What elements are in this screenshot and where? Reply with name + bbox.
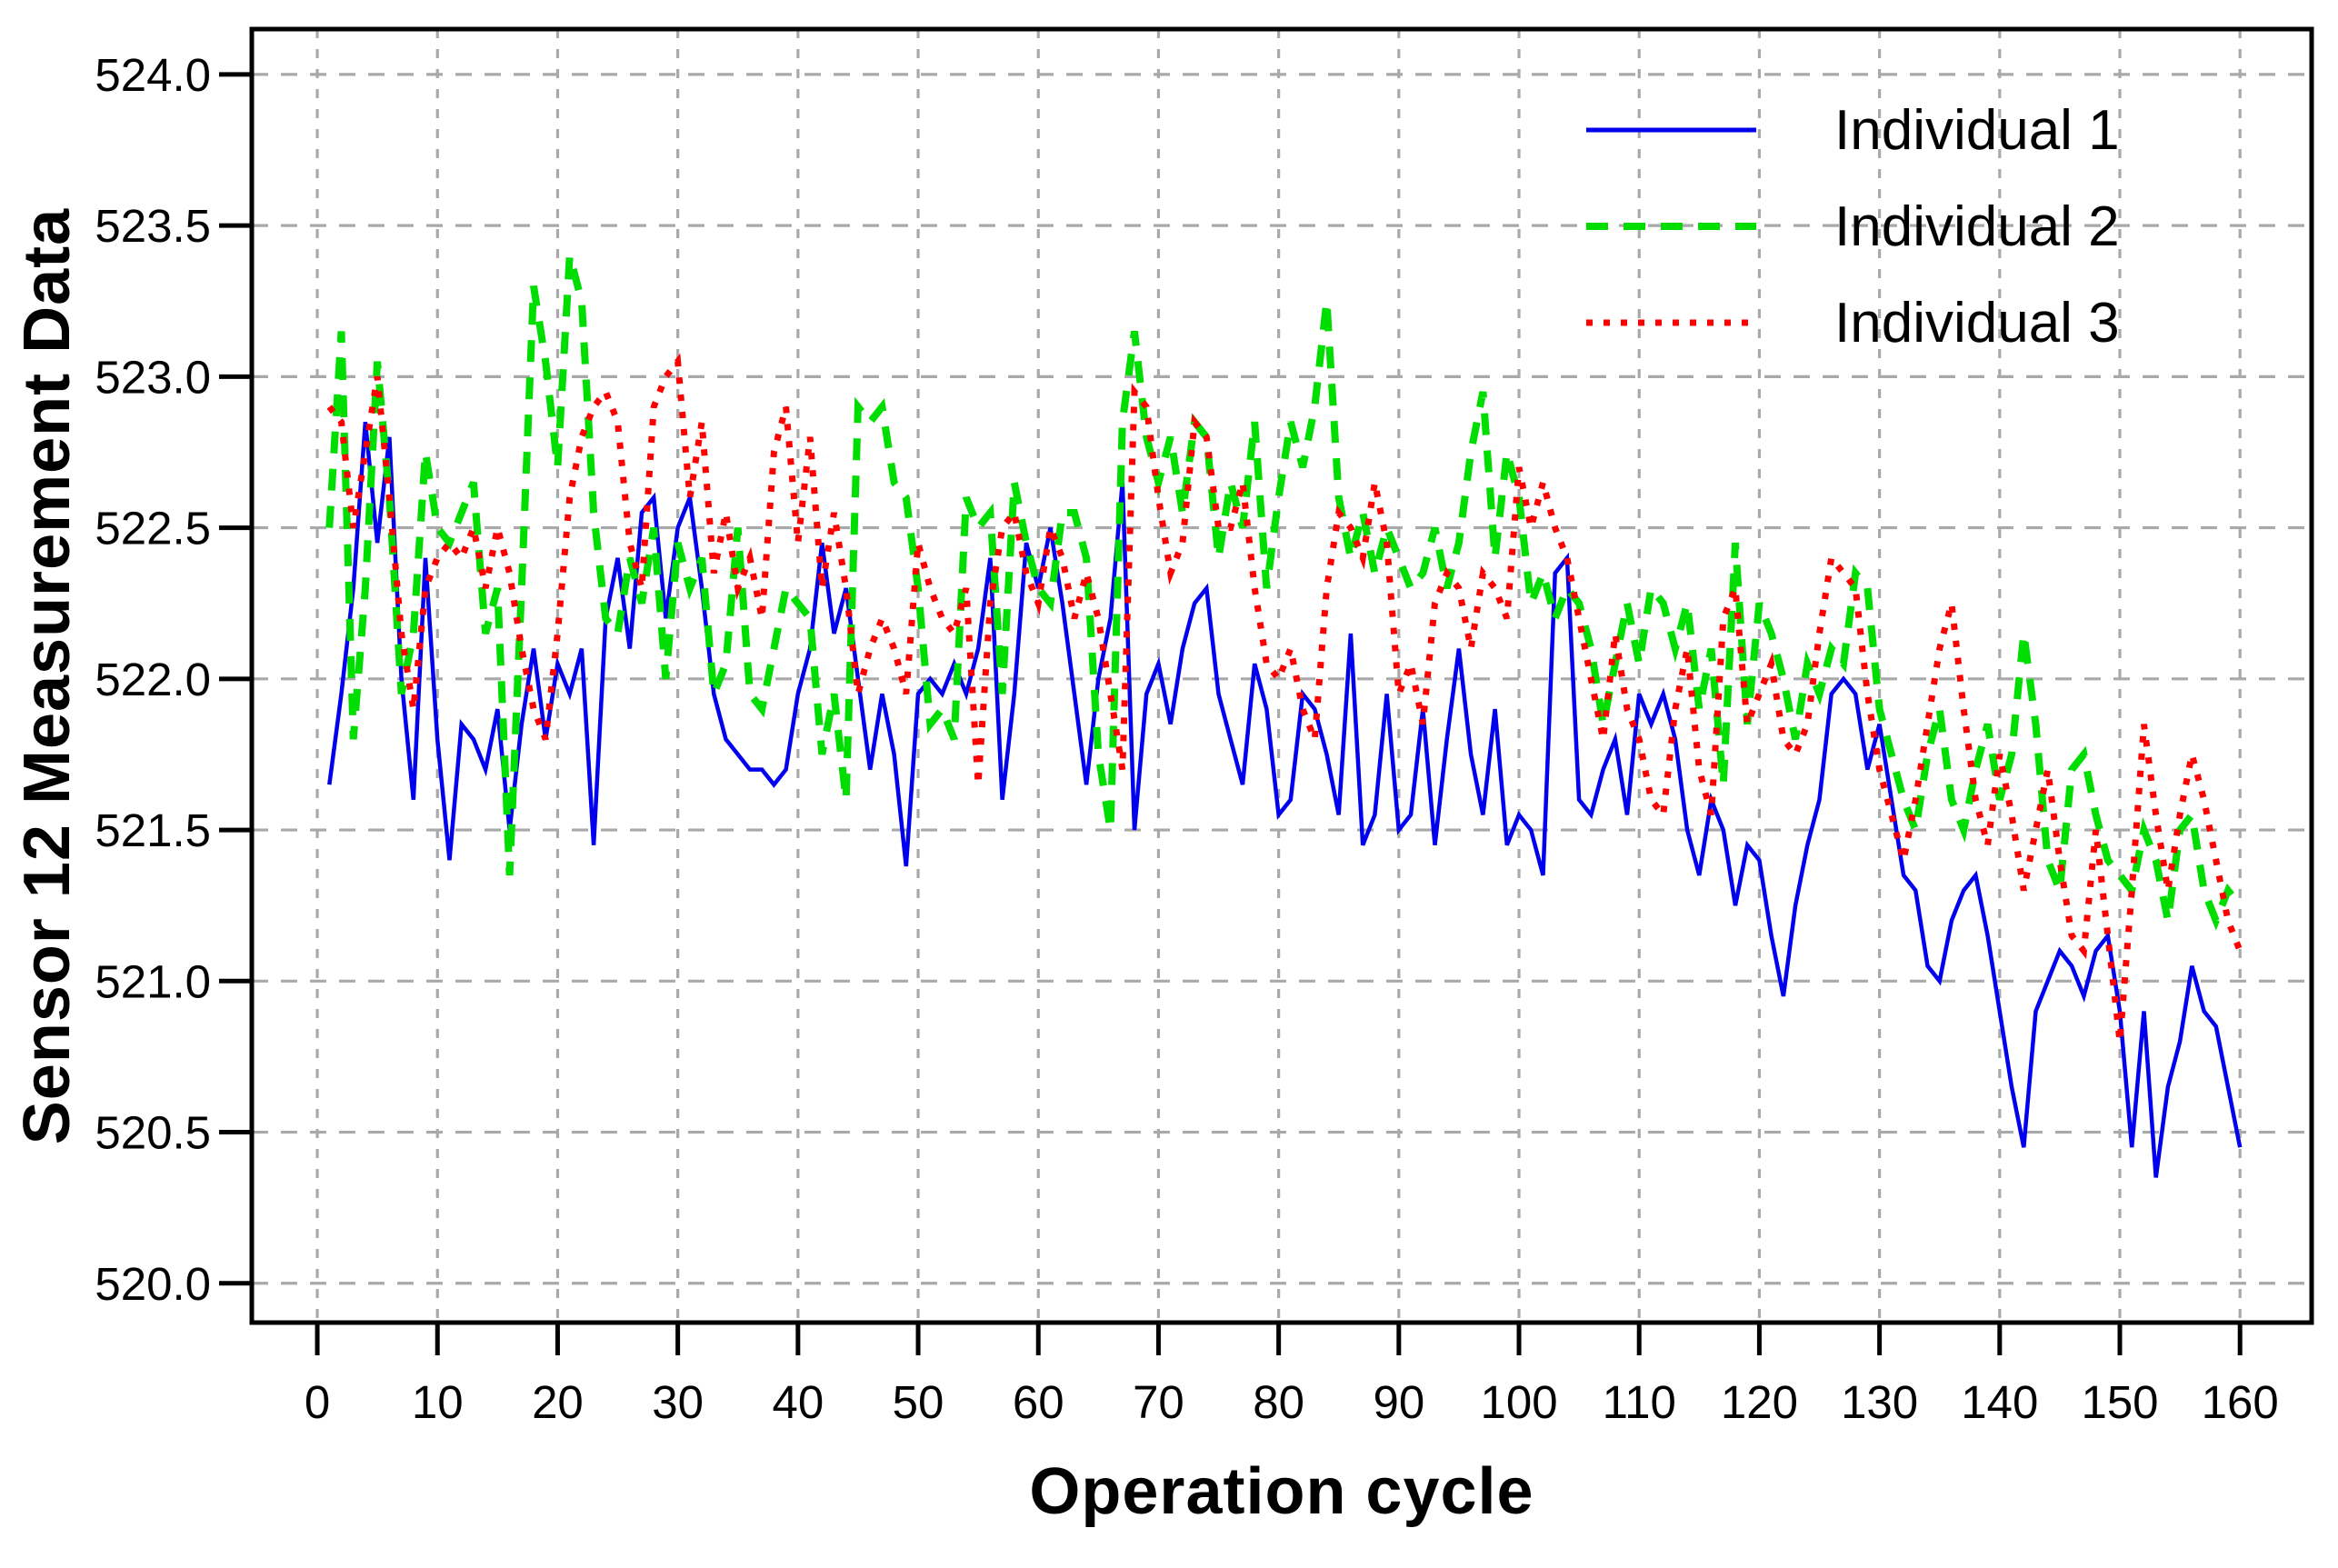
series-line-2	[325, 255, 2243, 931]
series-line-3	[326, 353, 2243, 1043]
legend-item-individual-1: Individual 1	[1586, 82, 2120, 178]
x-tick-label: 130	[1841, 1376, 1918, 1428]
x-tick-label: 40	[772, 1376, 824, 1428]
legend-line-sample-dotted	[1586, 319, 1756, 326]
x-tick-label: 20	[532, 1376, 584, 1428]
x-tick-label: 10	[412, 1376, 464, 1428]
data-series	[325, 255, 2243, 1178]
x-tick-label: 0	[305, 1376, 330, 1428]
x-tick-label: 150	[2081, 1376, 2158, 1428]
legend-label: Individual 3	[1834, 291, 2120, 355]
y-tick-label: 520.0	[95, 1258, 211, 1310]
x-tick-label: 120	[1721, 1376, 1798, 1428]
series-line-1	[327, 421, 2243, 1178]
legend-label: Individual 1	[1834, 98, 2120, 162]
y-tick-label: 523.5	[95, 200, 211, 252]
x-tick-label: 90	[1373, 1376, 1424, 1428]
y-tick-label: 521.5	[95, 804, 211, 856]
x-tick-label: 60	[1013, 1376, 1064, 1428]
x-tick-label: 100	[1480, 1376, 1557, 1428]
legend-item-individual-3: Individual 3	[1586, 275, 2120, 371]
y-tick-label: 521.0	[95, 955, 211, 1007]
y-tick-label: 524.0	[95, 49, 211, 101]
y-axis-title: Sensor 12 Measurement Data	[11, 207, 84, 1145]
y-tick-label: 520.5	[95, 1107, 211, 1159]
x-tick-label: 80	[1253, 1376, 1304, 1428]
x-axis-title: Operation cycle	[1029, 1455, 1534, 1528]
y-tick-label: 523.0	[95, 351, 211, 403]
axis-ticks	[219, 72, 2243, 1355]
plot-border	[249, 26, 2314, 1325]
legend-item-individual-2: Individual 2	[1586, 178, 2120, 275]
x-tick-label: 160	[2202, 1376, 2279, 1428]
y-tick-label: 522.0	[95, 654, 211, 705]
axis-tick-labels: 0 10 20 30 40 50 60 70 80 90 100 110 120 130 140 150 160…	[95, 49, 2278, 1428]
x-tick-label: 140	[1961, 1376, 2038, 1428]
x-tick-label: 50	[893, 1376, 944, 1428]
y-tick-label: 522.5	[95, 503, 211, 554]
legend-line-sample-solid	[1586, 127, 1756, 133]
legend-label: Individual 2	[1834, 195, 2120, 258]
x-tick-label: 110	[1603, 1376, 1676, 1428]
x-tick-label: 30	[652, 1376, 704, 1428]
x-tick-label: 70	[1133, 1376, 1184, 1428]
legend: Individual 1 Individual 2 Individual 3	[1586, 82, 2120, 371]
legend-line-sample-dashed	[1586, 223, 1756, 230]
